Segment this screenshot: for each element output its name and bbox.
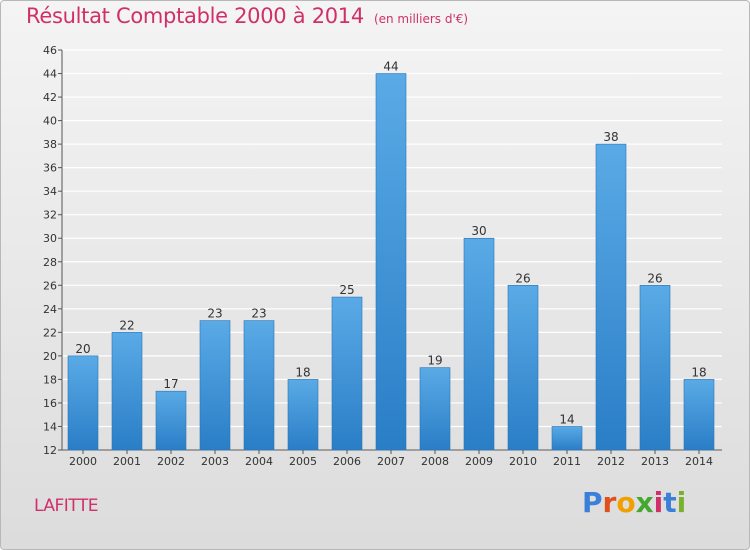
data-label: 19 <box>427 354 442 368</box>
data-label: 23 <box>207 307 222 321</box>
data-labels: 20 22 17 23 23 18 25 44 19 30 26 14 38 26 18 <box>75 60 706 427</box>
bar <box>155 390 187 451</box>
y-tick-label: 30 <box>43 232 57 245</box>
bar <box>111 332 143 451</box>
x-tick-label: 2006 <box>333 455 361 468</box>
y-tick-label: 16 <box>43 397 57 410</box>
data-label: 30 <box>471 224 486 238</box>
data-label: 23 <box>251 307 266 321</box>
y-tick-label: 20 <box>43 350 57 363</box>
bar <box>507 284 539 451</box>
y-tick-label: 24 <box>43 303 57 316</box>
x-tick-label: 2011 <box>553 455 581 468</box>
data-label: 25 <box>339 283 354 297</box>
data-label: 38 <box>603 130 618 144</box>
bar <box>243 320 275 451</box>
bars <box>67 73 715 451</box>
proxiti-logo: Proxiti <box>582 486 687 519</box>
chart-title: Résultat Comptable 2000 à 2014 (en millie… <box>26 4 468 28</box>
data-label: 44 <box>383 60 398 74</box>
y-tick-label: 28 <box>43 256 57 269</box>
bar <box>67 355 99 451</box>
y-tick-labels: 12 14 16 18 20 22 24 26 28 30 32 34 36 38 40 42 44 46 <box>43 44 57 457</box>
x-tick-label: 2007 <box>377 455 405 468</box>
x-tick-label: 2010 <box>509 455 537 468</box>
y-tick-label: 34 <box>43 185 57 198</box>
bar <box>639 284 671 451</box>
x-tick-label: 2013 <box>641 455 669 468</box>
data-label: 18 <box>691 365 706 379</box>
y-tick-label: 42 <box>43 91 57 104</box>
y-tick-label: 40 <box>43 115 57 128</box>
y-tick-label: 32 <box>43 209 57 222</box>
bar <box>595 143 627 451</box>
y-tick-label: 18 <box>43 373 57 386</box>
x-tick-labels: 2000 2001 2002 2003 2004 2005 2006 2007 2008 2009… <box>69 455 713 468</box>
data-label: 17 <box>163 377 178 391</box>
bar <box>551 426 583 451</box>
y-tick-label: 12 <box>43 444 57 457</box>
x-tick-label: 2003 <box>201 455 229 468</box>
bar <box>683 379 715 451</box>
data-label: 26 <box>647 271 662 285</box>
y-tick-label: 46 <box>43 44 57 57</box>
bar <box>375 73 407 451</box>
x-tick-label: 2001 <box>113 455 141 468</box>
bar <box>287 379 319 451</box>
x-tick-label: 2009 <box>465 455 493 468</box>
bar <box>419 367 451 451</box>
commune-name: LAFITTE <box>34 496 99 516</box>
data-label: 18 <box>295 365 310 379</box>
bar <box>331 296 363 451</box>
y-tick-label: 22 <box>43 326 57 339</box>
y-tick-label: 38 <box>43 138 57 151</box>
title-text: Résultat Comptable 2000 à 2014 <box>26 4 364 28</box>
bar <box>199 320 231 451</box>
y-tick-label: 44 <box>43 68 57 81</box>
bar <box>463 237 495 451</box>
x-tick-label: 2004 <box>245 455 273 468</box>
x-tick-label: 2012 <box>597 455 625 468</box>
y-tick-label: 14 <box>43 420 57 433</box>
x-tick-label: 2014 <box>685 455 713 468</box>
x-tick-label: 2005 <box>289 455 317 468</box>
x-tick-label: 2002 <box>157 455 185 468</box>
y-tick-label: 26 <box>43 279 57 292</box>
x-tick-label: 2008 <box>421 455 449 468</box>
data-label: 22 <box>119 318 134 332</box>
y-tick-label: 36 <box>43 162 57 175</box>
data-label: 26 <box>515 271 530 285</box>
data-label: 20 <box>75 342 90 356</box>
data-label: 14 <box>559 412 574 426</box>
chart-subtitle: (en milliers d'€) <box>373 12 469 26</box>
x-tick-label: 2000 <box>69 455 97 468</box>
